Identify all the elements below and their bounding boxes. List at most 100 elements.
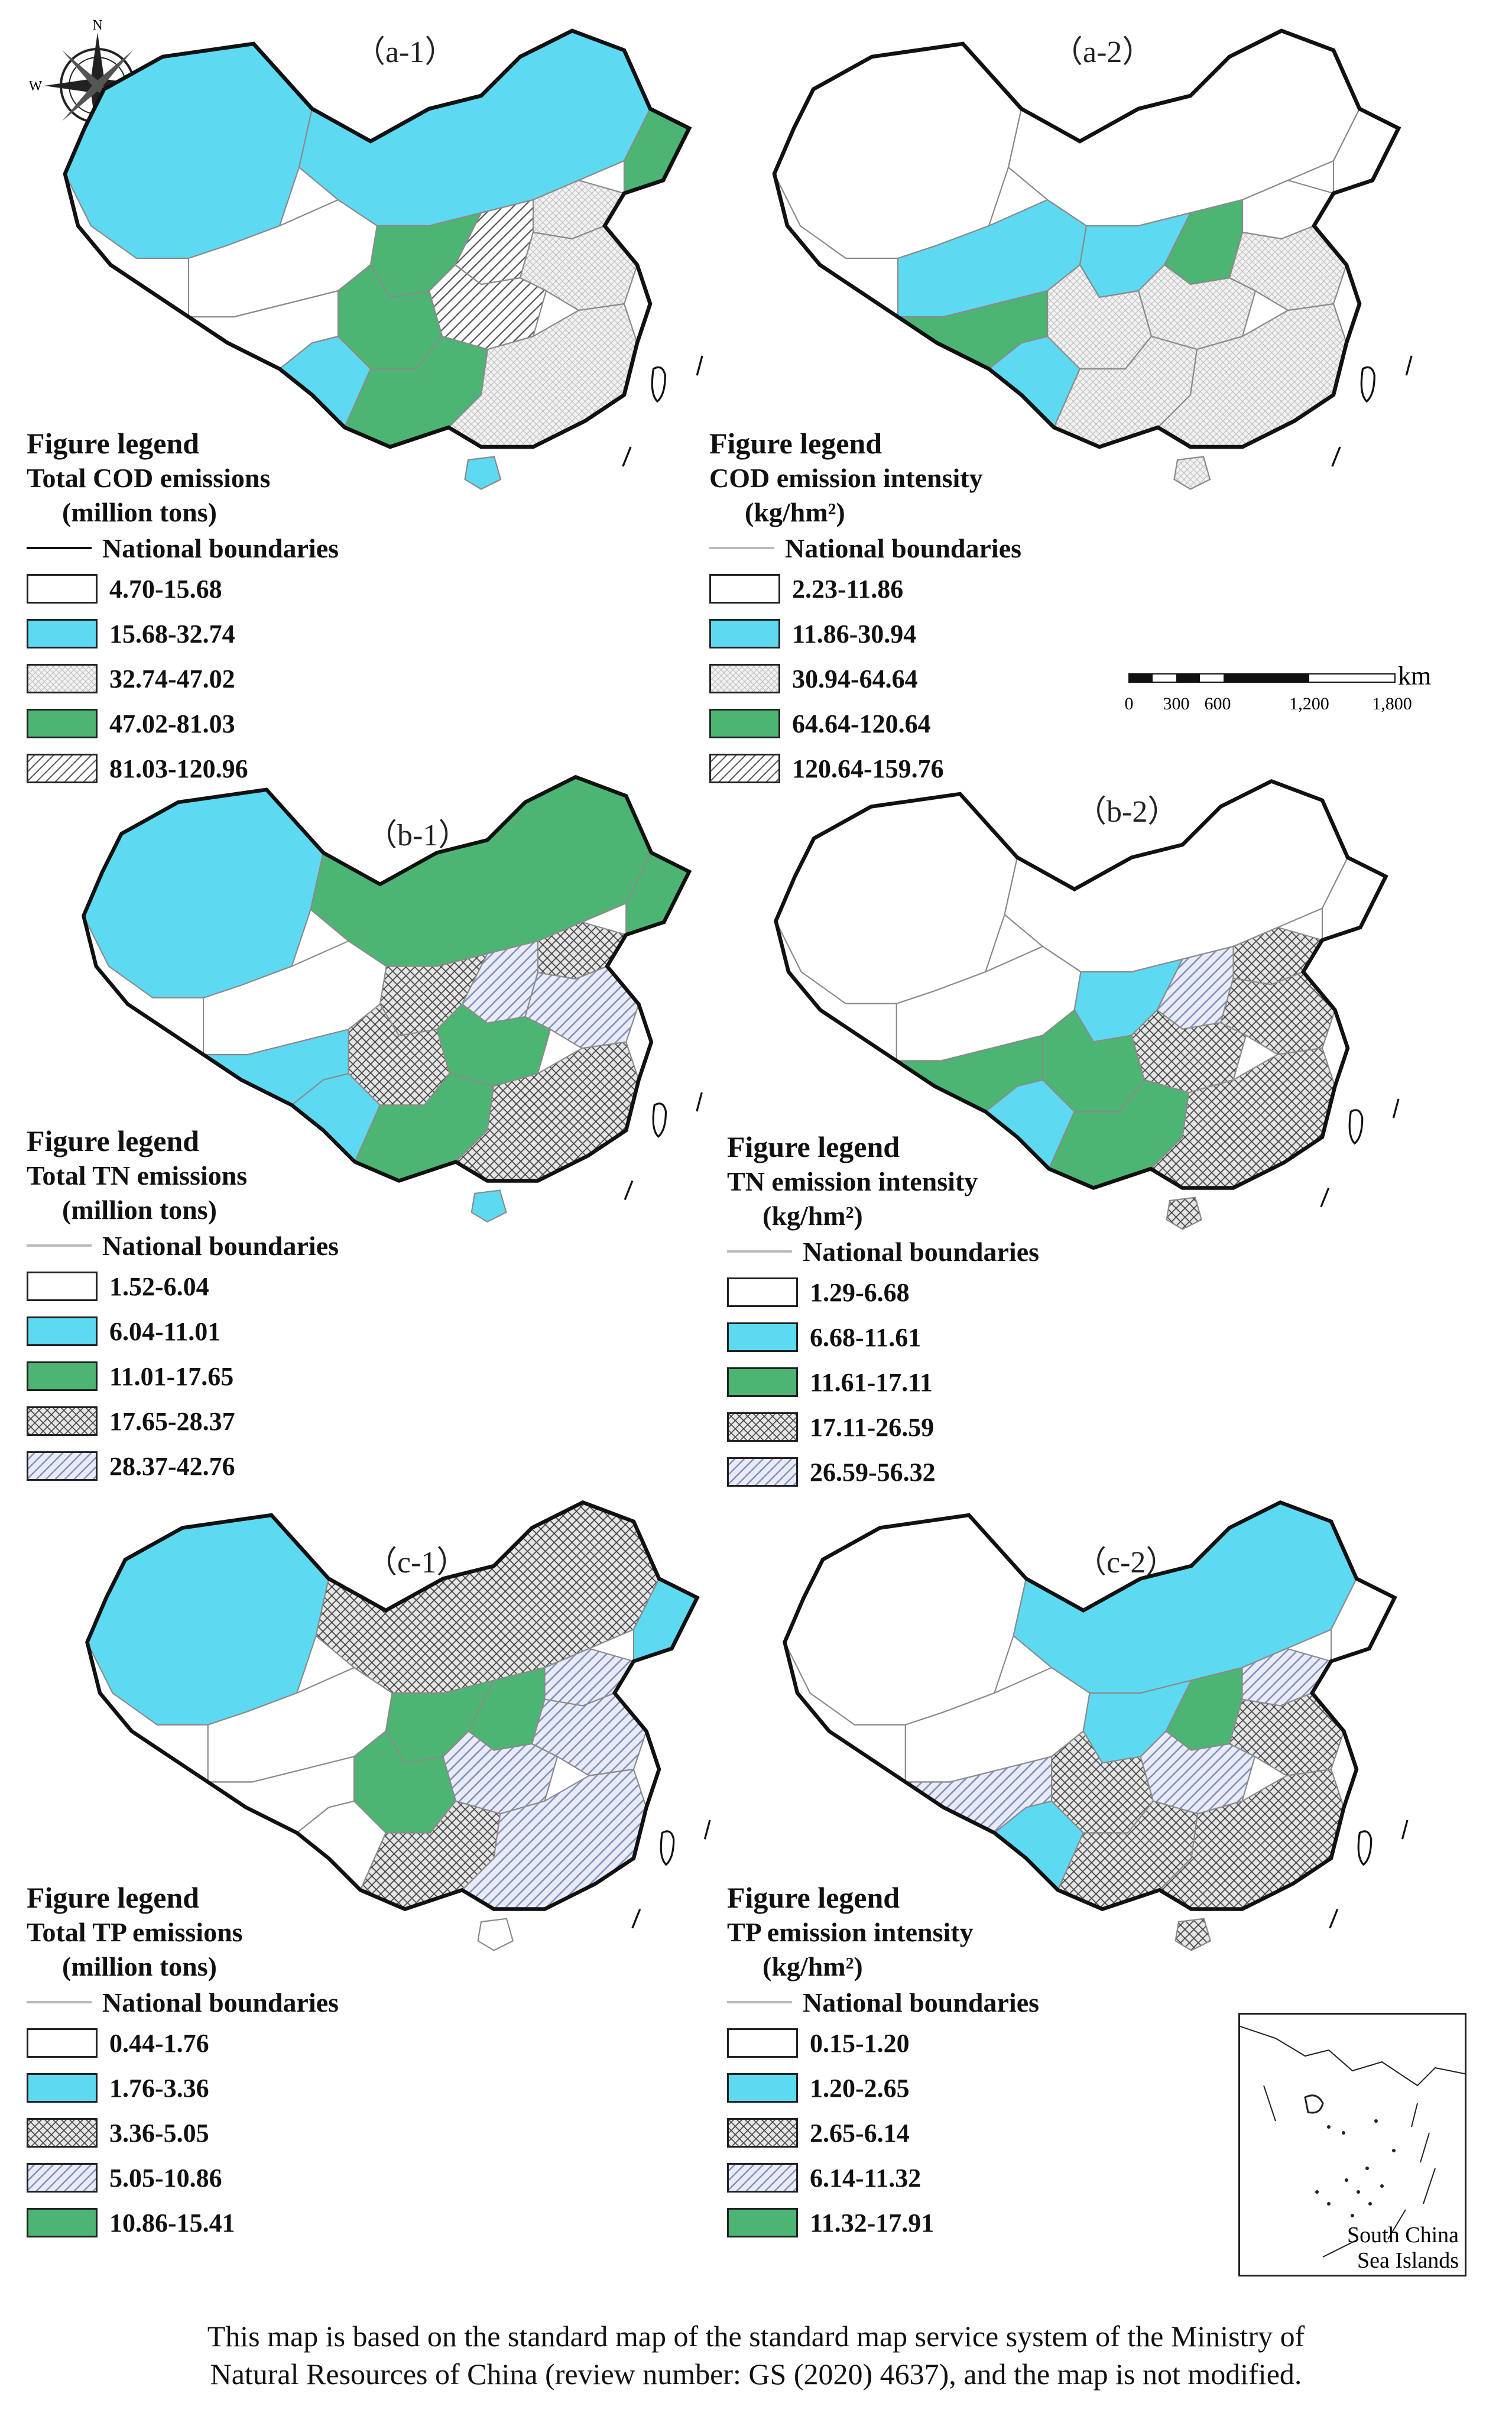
region-0 bbox=[773, 43, 1023, 260]
legend-swatch bbox=[27, 574, 98, 604]
legend-class-label: 17.65-28.37 bbox=[109, 1406, 235, 1436]
legend-swatch bbox=[727, 2163, 798, 2193]
legend-unit: (kg/hm²) bbox=[763, 1201, 863, 1231]
legend-boundary-row: National boundaries bbox=[709, 530, 1021, 566]
choropleth-map-b2 bbox=[763, 768, 1400, 1230]
scale-tick-2: 600 bbox=[1205, 694, 1231, 714]
legend-class-row: 1.52-6.04 bbox=[27, 1264, 339, 1309]
legend-class-label: 26.59-56.32 bbox=[810, 1457, 936, 1487]
legend-class-label: 1.29-6.68 bbox=[810, 1277, 910, 1307]
legend-swatch bbox=[727, 1367, 798, 1397]
legend-boundary-row: National boundaries bbox=[727, 1984, 1039, 2021]
legend-swatch bbox=[727, 2028, 798, 2058]
boundary-dash bbox=[622, 355, 703, 467]
taiwan-island bbox=[1357, 1830, 1373, 1866]
legend-boundary-row: National boundaries bbox=[27, 1227, 339, 1264]
region-14 bbox=[464, 456, 502, 490]
legend-class-row: 0.15-1.20 bbox=[727, 2021, 1039, 2065]
choropleth-map-a2 bbox=[751, 18, 1413, 490]
legend-class-label: 4.70-15.68 bbox=[109, 574, 222, 604]
boundary-line-swatch bbox=[727, 1250, 792, 1253]
legend-class-row: 64.64-120.64 bbox=[709, 701, 1021, 746]
legend-class-label: 11.61-17.11 bbox=[810, 1367, 933, 1397]
map-source-note: This map is based on the standard map of… bbox=[0, 2317, 1512, 2393]
legend-swatch bbox=[27, 2028, 98, 2058]
legend-class-label: 32.74-47.02 bbox=[109, 664, 235, 693]
taiwan-island bbox=[1360, 366, 1375, 403]
legend-class-row: 3.36-5.05 bbox=[27, 2110, 339, 2155]
taiwan-island bbox=[1348, 1109, 1364, 1145]
boundary-line-swatch bbox=[27, 1244, 92, 1247]
legend-class-row: 2.65-6.14 bbox=[727, 2110, 1039, 2155]
choropleth-map-c2 bbox=[763, 1490, 1409, 1951]
legend-swatch bbox=[27, 1451, 98, 1481]
legend-metric: Total COD emissions bbox=[27, 463, 271, 493]
footer-line-1: This map is based on the standard map of… bbox=[207, 2320, 1305, 2353]
scale-unit: km bbox=[1398, 662, 1431, 690]
panel-title-b2: （b-2） bbox=[1076, 795, 1179, 829]
legend-swatch bbox=[27, 1272, 98, 1301]
legend-class-row: 0.44-1.76 bbox=[27, 2021, 339, 2065]
compass-n: N bbox=[92, 18, 102, 33]
legend-swatch bbox=[27, 664, 98, 693]
legend-class-row: 32.74-47.02 bbox=[27, 656, 339, 701]
legend-swatch bbox=[27, 709, 98, 738]
region-14 bbox=[477, 1918, 514, 1951]
legend-unit: (million tons) bbox=[62, 497, 217, 527]
scale-tick-1: 300 bbox=[1163, 694, 1190, 714]
legend-swatch bbox=[709, 754, 780, 783]
inset-label-2: Sea Islands bbox=[1357, 2248, 1459, 2273]
legend-heading: Figure legend bbox=[709, 427, 882, 460]
legend-class-label: 64.64-120.64 bbox=[792, 709, 931, 738]
legend-class-row: 1.76-3.36 bbox=[27, 2065, 339, 2110]
legend-class-row: 6.14-11.32 bbox=[727, 2155, 1039, 2200]
legend-class-label: 0.44-1.76 bbox=[109, 2028, 209, 2058]
legend-class-label: 2.23-11.86 bbox=[792, 574, 904, 604]
choropleth-map-c1 bbox=[65, 1490, 711, 1951]
legend-metric: Total TN emissions bbox=[27, 1160, 248, 1191]
legend-class-label: 6.14-11.32 bbox=[810, 2163, 922, 2193]
legend-swatch bbox=[27, 619, 98, 648]
boundary-line-swatch bbox=[727, 2001, 792, 2003]
legend-unit: (million tons) bbox=[62, 1195, 217, 1225]
choropleth-map-a1 bbox=[47, 18, 703, 490]
legend-class-label: 81.03-120.96 bbox=[109, 754, 248, 783]
legend-swatch bbox=[727, 1277, 798, 1307]
boundary-dash bbox=[1320, 1098, 1400, 1208]
legend-class-row: 2.23-11.86 bbox=[709, 566, 1021, 611]
legend-class-label: 120.64-159.76 bbox=[792, 754, 944, 783]
legend-class-label: 11.01-17.65 bbox=[109, 1361, 234, 1391]
scale-tick-3: 1,200 bbox=[1289, 694, 1329, 714]
legend-class-row: 11.61-17.11 bbox=[727, 1360, 1039, 1405]
footer-line-2: Natural Resources of China (review numbe… bbox=[210, 2357, 1302, 2391]
legend-class-label: 30.94-64.64 bbox=[792, 664, 918, 693]
legend-class-row: 5.05-10.86 bbox=[27, 2155, 339, 2200]
legend-class-row: 17.11-26.59 bbox=[727, 1405, 1039, 1449]
legend-swatch bbox=[27, 1361, 98, 1391]
legend-class-label: 15.68-32.74 bbox=[109, 619, 235, 648]
legend-swatch bbox=[727, 2208, 798, 2237]
legend-class-label: 1.52-6.04 bbox=[109, 1272, 209, 1301]
legend-c2: Figure legend TP emission intensity (kg/hm… bbox=[727, 1880, 1039, 2245]
legend-class-label: 17.11-26.59 bbox=[810, 1412, 935, 1442]
legend-unit: (kg/hm²) bbox=[763, 1951, 863, 1982]
region-0 bbox=[784, 1514, 1027, 1726]
legend-boundary-row: National boundaries bbox=[727, 1233, 1039, 1270]
legend-class-label: 2.65-6.14 bbox=[810, 2118, 910, 2148]
scale-tick-0: 0 bbox=[1125, 694, 1134, 714]
legend-b1: Figure legend Total TN emissions (million … bbox=[27, 1123, 339, 1488]
inset-label-1: South China bbox=[1347, 2223, 1459, 2248]
legend-swatch bbox=[709, 619, 780, 648]
legend-metric: Total TP emissions bbox=[27, 1917, 243, 1947]
legend-swatch bbox=[727, 2118, 798, 2148]
legend-swatch bbox=[27, 754, 98, 783]
legend-class-label: 47.02-81.03 bbox=[109, 709, 235, 738]
legend-heading: Figure legend bbox=[727, 1881, 900, 1914]
region-14 bbox=[471, 1189, 507, 1223]
legend-swatch bbox=[727, 2073, 798, 2103]
region-0 bbox=[64, 43, 313, 260]
boundary-dash bbox=[624, 1092, 703, 1201]
legend-b2: Figure legend TN emission intensity (kg/hm… bbox=[727, 1129, 1039, 1494]
legend-class-label: 11.86-30.94 bbox=[792, 619, 917, 648]
legend-metric: COD emission intensity bbox=[709, 463, 983, 493]
